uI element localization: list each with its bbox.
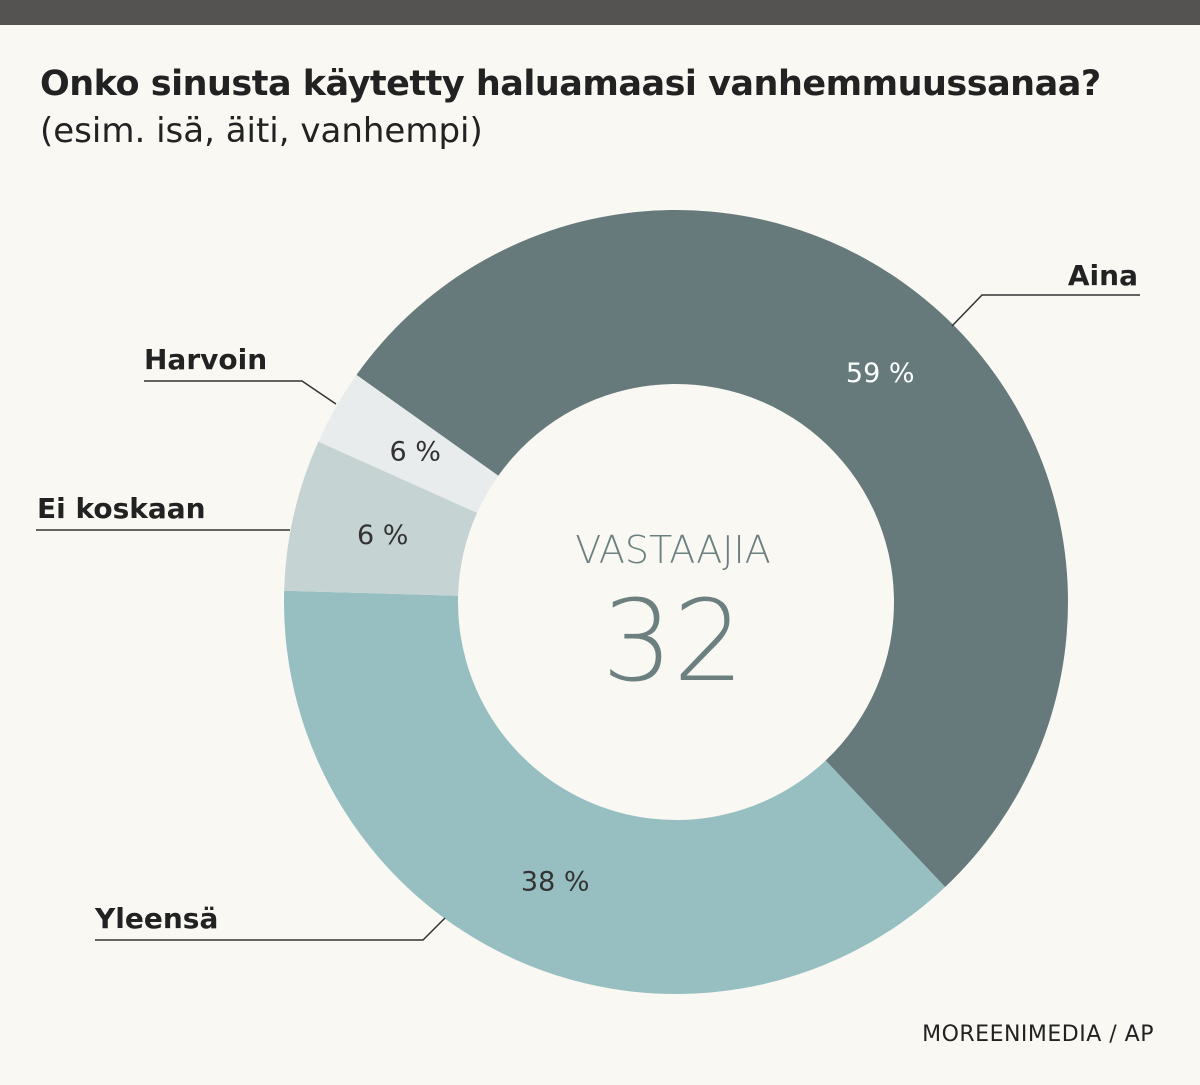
slice-harvoin [318, 374, 499, 513]
data-label-aina: 59 % [846, 358, 915, 389]
center-value: 32 [602, 577, 745, 707]
source-credit: MOREENIMEDIA / AP [922, 1022, 1154, 1047]
data-label-harvoin: 6 % [390, 437, 441, 468]
top-bar [0, 0, 1200, 25]
legend-label-ei-koskaan: Ei koskaan [37, 492, 206, 525]
legend-label-yleensa: Yleensä [94, 902, 218, 935]
data-label-ei-koskaan: 6 % [357, 520, 408, 551]
leader-line-yleensa [95, 917, 446, 941]
legend-label-harvoin: Harvoin [144, 343, 267, 376]
slice-ei-koskaan [284, 441, 478, 596]
legend-label-aina: Aina [1068, 259, 1138, 292]
center-label: VASTAAJIA [575, 528, 770, 572]
leader-line-harvoin [144, 380, 337, 405]
chart-subtitle: (esim. isä, äiti, vanhempi) [40, 111, 483, 151]
chart-title: Onko sinusta käytetty haluamaasi vanhemm… [40, 64, 1101, 104]
slice-yleens- [284, 590, 946, 994]
leader-line-aina [951, 294, 1140, 327]
data-label-yleens-: 38 % [521, 866, 590, 897]
slice-aina [356, 209, 1069, 888]
